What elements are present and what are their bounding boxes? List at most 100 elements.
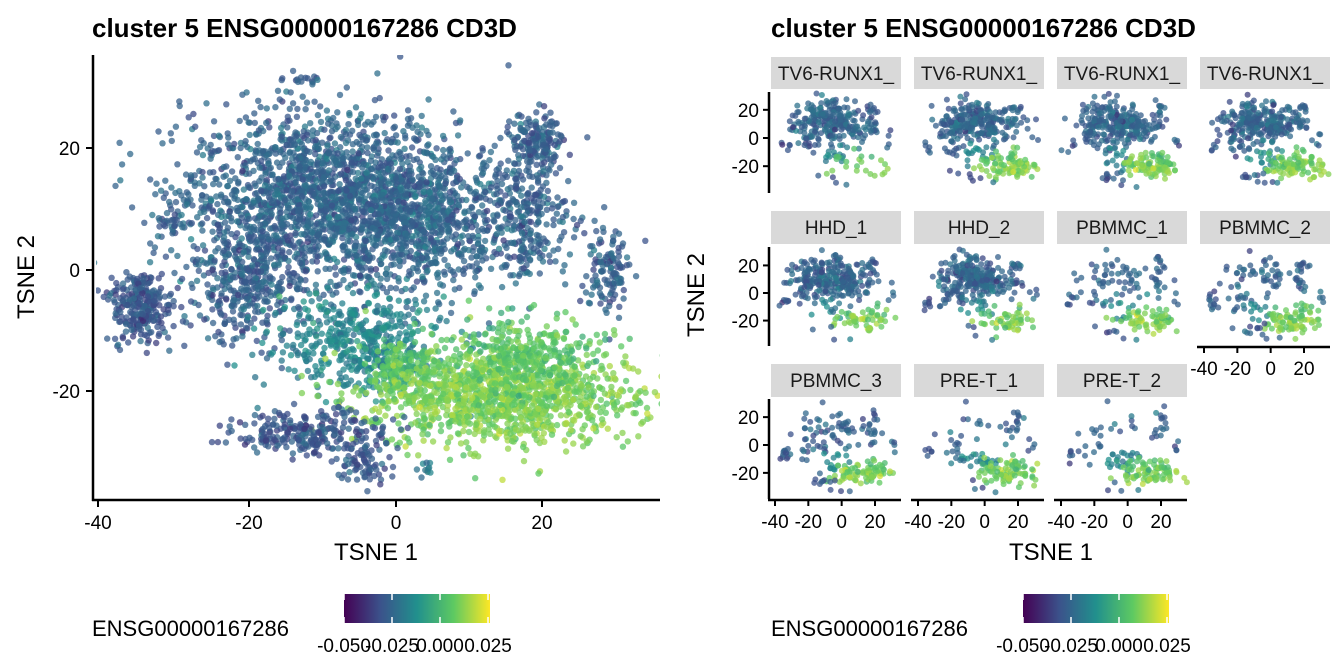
left-scatter-points bbox=[96, 55, 660, 495]
scatter-point bbox=[602, 351, 610, 358]
scatter-point bbox=[321, 126, 328, 133]
scatter-point bbox=[493, 182, 500, 190]
scatter-point bbox=[298, 193, 306, 200]
scatter-point bbox=[176, 102, 183, 110]
scatter-point bbox=[541, 159, 548, 166]
scatter-point bbox=[412, 301, 420, 308]
scatter-point bbox=[548, 161, 555, 168]
scatter-point bbox=[346, 192, 354, 200]
scatter-point bbox=[360, 160, 367, 168]
scatter-point bbox=[444, 216, 452, 223]
scatter-point bbox=[201, 208, 208, 216]
scatter-point bbox=[354, 366, 361, 373]
scatter-point bbox=[187, 298, 195, 305]
scatter-point bbox=[333, 289, 340, 296]
scatter-point bbox=[159, 140, 166, 147]
scatter-point bbox=[155, 215, 162, 222]
scatter-point bbox=[243, 89, 250, 96]
scatter-point bbox=[435, 182, 442, 189]
scatter-point bbox=[304, 235, 311, 242]
scatter-point bbox=[390, 261, 397, 268]
scatter-point bbox=[410, 264, 417, 272]
scatter-point bbox=[614, 259, 622, 266]
scatter-point bbox=[370, 145, 377, 152]
scatter-point bbox=[486, 157, 493, 164]
scatter-point bbox=[172, 189, 179, 197]
scatter-point bbox=[172, 123, 180, 130]
scatter-point bbox=[307, 315, 315, 322]
scatter-point bbox=[211, 237, 218, 244]
scatter-point bbox=[597, 258, 604, 265]
scatter-point bbox=[287, 352, 295, 359]
scatter-point bbox=[320, 167, 327, 175]
scatter-point bbox=[432, 323, 440, 331]
scatter-point bbox=[583, 273, 590, 280]
scatter-point bbox=[447, 145, 454, 152]
scatter-point bbox=[487, 184, 495, 191]
scatter-point bbox=[143, 332, 151, 339]
scatter-point bbox=[418, 112, 425, 120]
scatter-point bbox=[189, 202, 196, 209]
scatter-point bbox=[152, 309, 160, 316]
scatter-point bbox=[204, 281, 211, 288]
scatter-point bbox=[333, 195, 340, 202]
scatter-point bbox=[468, 224, 476, 231]
scatter-point bbox=[283, 233, 290, 240]
scatter-point bbox=[303, 357, 310, 365]
scatter-point bbox=[447, 266, 454, 274]
scatter-point bbox=[277, 325, 284, 332]
scatter-point bbox=[328, 338, 335, 345]
scatter-point bbox=[374, 70, 381, 77]
scatter-point bbox=[426, 189, 433, 196]
scatter-point bbox=[364, 249, 371, 256]
scatter-point bbox=[642, 237, 649, 244]
scatter-point bbox=[254, 302, 261, 309]
scatter-point bbox=[286, 282, 293, 290]
scatter-point bbox=[263, 105, 270, 112]
scatter-point bbox=[170, 303, 177, 310]
scatter-point bbox=[384, 350, 391, 357]
scatter-point bbox=[151, 244, 159, 251]
scatter-point bbox=[391, 352, 399, 359]
scatter-point bbox=[448, 169, 455, 177]
scatter-point bbox=[178, 211, 185, 219]
scatter-point bbox=[289, 214, 297, 222]
scatter-point bbox=[194, 245, 201, 253]
scatter-point bbox=[362, 307, 369, 315]
scatter-point bbox=[383, 289, 391, 296]
scatter-point bbox=[303, 147, 311, 155]
scatter-point bbox=[535, 219, 542, 226]
scatter-point bbox=[426, 203, 433, 210]
scatter-point bbox=[135, 322, 143, 329]
scatter-point bbox=[566, 251, 574, 258]
scatter-point bbox=[577, 297, 584, 305]
scatter-point bbox=[362, 186, 369, 193]
scatter-point bbox=[387, 160, 395, 167]
scatter-point bbox=[399, 213, 406, 220]
scatter-point bbox=[616, 303, 623, 310]
scatter-point bbox=[229, 274, 237, 281]
scatter-point bbox=[281, 304, 289, 311]
scatter-point bbox=[499, 174, 507, 182]
scatter-point bbox=[421, 235, 429, 243]
scatter-point bbox=[198, 192, 206, 199]
scatter-point bbox=[471, 213, 479, 220]
scatter-point bbox=[209, 319, 217, 327]
scatter-point bbox=[328, 128, 336, 135]
scatter-point bbox=[534, 177, 542, 185]
scatter-point bbox=[391, 123, 398, 130]
scatter-point bbox=[275, 176, 282, 183]
scatter-point bbox=[152, 191, 159, 198]
scatter-point bbox=[269, 171, 276, 178]
scatter-point bbox=[518, 230, 526, 237]
scatter-point bbox=[272, 232, 280, 239]
scatter-point bbox=[575, 411, 583, 418]
scatter-point bbox=[438, 421, 445, 429]
scatter-point bbox=[331, 264, 339, 271]
scatter-point bbox=[214, 302, 221, 309]
scatter-point bbox=[170, 322, 177, 330]
scatter-point bbox=[456, 175, 463, 183]
scatter-point bbox=[617, 275, 625, 283]
scatter-point bbox=[536, 254, 544, 262]
